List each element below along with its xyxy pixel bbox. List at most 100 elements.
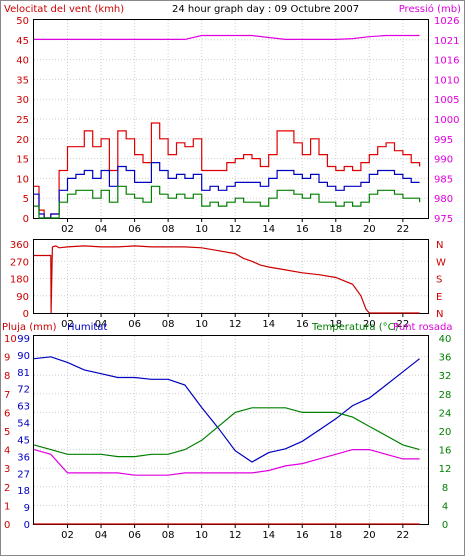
x-tick-label: 06 [128, 530, 141, 541]
x-tick-label: 16 [296, 530, 309, 541]
x-tick-label: 20 [363, 319, 376, 330]
humidity-tick-label: 9 [24, 503, 30, 514]
rain-tick-label: 3 [4, 464, 10, 475]
x-tick-label: 02 [61, 530, 74, 541]
y-tick-label: 0 [23, 214, 29, 225]
y-tick-label: N [436, 240, 443, 251]
y-tick-label: 360 [10, 240, 29, 251]
rain-tick-label: 9 [4, 353, 10, 364]
y-tick-label: 4 [442, 501, 448, 512]
y-tick-label: 28 [439, 390, 452, 401]
x-tick-label: 12 [229, 319, 242, 330]
temp-series-group [33, 356, 420, 525]
humidity-tick-label: 54 [17, 419, 30, 430]
humidity-tick-label: 36 [17, 452, 30, 463]
x-tick-label: 14 [262, 530, 275, 541]
y-tick-label: 1010 [434, 75, 459, 86]
temp-x-ticks: 02 04 06 08 10 12 14 16 18 20 22 [61, 524, 409, 541]
series-line-gust [34, 122, 421, 219]
x-tick-label: 16 [296, 224, 309, 235]
series-line-pressure [34, 34, 420, 40]
humidity-tick-label: 27 [17, 469, 30, 480]
rain-tick-label: 0 [4, 520, 10, 531]
humidity-tick-label: 18 [17, 486, 30, 497]
y-tick-label: 50 [16, 16, 29, 27]
y-tick-label: 16 [439, 446, 452, 457]
x-tick-label: 04 [95, 224, 108, 235]
x-tick-label: 08 [162, 319, 175, 330]
y-tick-label: 32 [439, 371, 452, 382]
rain-tick-label: 1 [4, 501, 10, 512]
y-tick-label: 0 [442, 520, 448, 531]
x-tick-label: 22 [396, 319, 409, 330]
y-tick-label: 180 [10, 275, 29, 286]
y-tick-label: 270 [10, 257, 29, 268]
pressure-right-ticks: 975 980 985 990 995 1000 1005 1010 1016 1021 1026 [434, 16, 459, 225]
y-tick-label: 985 [434, 174, 453, 185]
y-tick-label: 35 [16, 75, 29, 86]
series-line-direction [34, 245, 420, 314]
humidity-tick-label: 0 [24, 520, 30, 531]
series-line-humidity [33, 356, 420, 463]
x-tick-label: 22 [396, 530, 409, 541]
rain-tick-label: 4 [4, 446, 10, 457]
y-tick-label: 1026 [434, 16, 459, 27]
temp-plot-area [33, 335, 429, 525]
humidity-axis-label: Humitat [67, 322, 107, 333]
x-tick-label: 14 [262, 224, 275, 235]
x-tick-label: 04 [95, 530, 108, 541]
y-tick-label: 990 [434, 155, 453, 166]
rain-axis-label: Pluja (mm) [2, 322, 57, 333]
series-line-low [34, 185, 421, 219]
y-tick-label: 975 [434, 214, 453, 225]
x-tick-label: 12 [229, 530, 242, 541]
x-tick-label: 18 [329, 319, 342, 330]
rain-tick-label: 8 [4, 371, 10, 382]
x-tick-label: 08 [162, 224, 175, 235]
series-line-temperature [33, 407, 420, 458]
x-tick-label: 12 [229, 224, 242, 235]
series-line-speed [34, 162, 420, 219]
y-tick-label: 20 [439, 427, 452, 438]
wind-left-ticks: 0 5 10 15 20 25 30 35 40 45 50 [16, 16, 29, 225]
temp-grid [34, 336, 428, 524]
rain-tick-label: 2 [4, 483, 10, 494]
x-tick-label: 10 [195, 319, 208, 330]
wind-series-group [34, 34, 421, 219]
y-tick-label: 5 [23, 194, 29, 205]
y-tick-label: 980 [434, 194, 453, 205]
humidity-tick-label: 81 [17, 368, 30, 379]
x-tick-label: 02 [61, 319, 74, 330]
wind-plot-area [33, 19, 429, 219]
x-tick-label: 20 [363, 530, 376, 541]
y-tick-label: 24 [439, 408, 452, 419]
x-tick-label: 04 [95, 319, 108, 330]
y-tick-label: 25 [16, 115, 29, 126]
series-line-dewpoint [33, 449, 420, 476]
y-tick-label: 8 [442, 483, 448, 494]
y-tick-label: 10 [16, 174, 29, 185]
direction-series-group [34, 245, 420, 314]
direction-grid [34, 240, 428, 313]
x-tick-label: 06 [128, 224, 141, 235]
y-tick-label: 1005 [434, 95, 459, 106]
y-tick-label: 1021 [434, 36, 459, 47]
x-tick-label: 14 [262, 319, 275, 330]
humidity-tick-label: 90 [17, 351, 30, 362]
x-tick-label: 16 [296, 319, 309, 330]
rain-tick-label: 5 [4, 427, 10, 438]
dewpoint-axis-label: Punt rosada [393, 322, 452, 333]
y-tick-label: 0 [23, 309, 29, 320]
temperature-axis-label: Temperatura (°C) [311, 322, 399, 333]
y-tick-label: 1016 [434, 56, 459, 67]
y-tick-label: 30 [16, 95, 29, 106]
y-tick-label: 1000 [434, 115, 459, 126]
y-tick-label: 40 [439, 334, 452, 345]
direction-left-ticks: 0 90 180 270 360 [10, 240, 29, 320]
wind-x-ticks: 02 04 06 08 10 12 14 16 18 20 22 [61, 218, 409, 235]
y-tick-label: 12 [439, 464, 452, 475]
humidity-tick-label: 72 [17, 385, 30, 396]
chart-title: 24 hour graph day : 09 Octubre 2007 [172, 4, 359, 15]
